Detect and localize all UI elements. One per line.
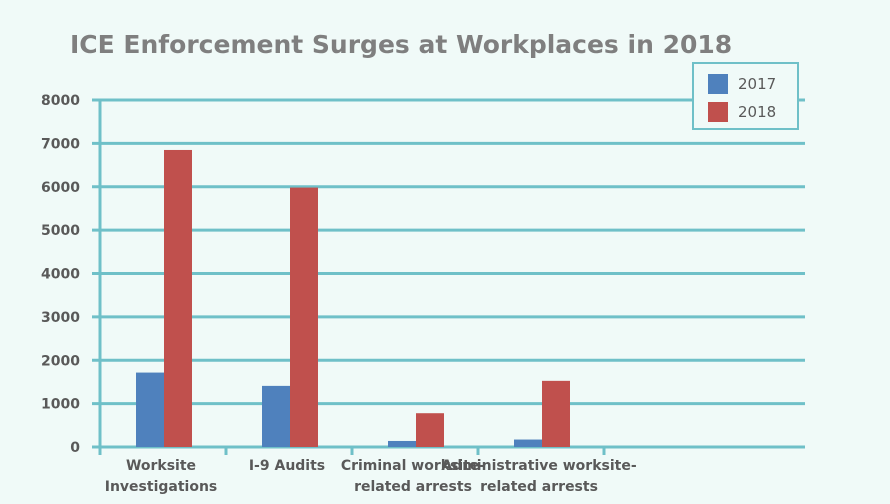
y-tick-label: 4000	[41, 267, 80, 283]
bar-2017-3	[514, 439, 542, 447]
x-tick-label-line: Investigations	[104, 479, 218, 495]
bar-2018-2	[416, 413, 444, 447]
legend-swatch-2017	[708, 74, 728, 94]
x-tick-label: Criminal worksite-related arrests	[341, 456, 485, 498]
legend-label-2018: 2018	[738, 103, 777, 121]
x-tick-label-line: Administrative worksite-	[441, 458, 637, 474]
y-tick-label: 2000	[41, 353, 80, 369]
legend-swatch-2018	[708, 102, 728, 122]
x-tick-label-line: I-9 Audits	[248, 458, 326, 474]
chart-title: ICE Enforcement Surges at Workplaces in …	[70, 30, 733, 59]
legend-item-2018: 2018	[708, 102, 776, 122]
x-tick-label-line: Worksite	[125, 458, 197, 474]
bar-2018-3	[542, 380, 570, 447]
x-tick-label-line: related arrests	[480, 479, 598, 495]
x-tick-label: Administrative worksite-related arrests	[441, 456, 636, 498]
y-tick-label: 1000	[41, 397, 80, 413]
bar-2017-0	[136, 372, 164, 447]
legend-label-2017: 2017	[738, 75, 777, 93]
x-tick-label-line: related arrests	[354, 479, 472, 495]
bar-2017-1	[262, 385, 290, 447]
legend: 2017 2018	[692, 62, 799, 130]
bar-2018-1	[290, 187, 318, 447]
legend-item-2017: 2017	[708, 74, 776, 94]
bar-2017-2	[388, 440, 416, 447]
y-tick-label: 7000	[41, 136, 80, 152]
y-tick-label: 5000	[41, 223, 80, 239]
x-tick-label: I-9 Audits	[249, 456, 325, 477]
bar-2018-0	[164, 149, 192, 447]
y-tick-label: 3000	[41, 310, 80, 326]
y-tick-label: 8000	[41, 93, 80, 109]
y-tick-label: 0	[70, 440, 80, 456]
x-tick-label-line: Criminal worksite-	[340, 458, 486, 474]
y-tick-label: 6000	[41, 180, 80, 196]
x-tick-label: Worksite Investigations	[105, 456, 218, 498]
